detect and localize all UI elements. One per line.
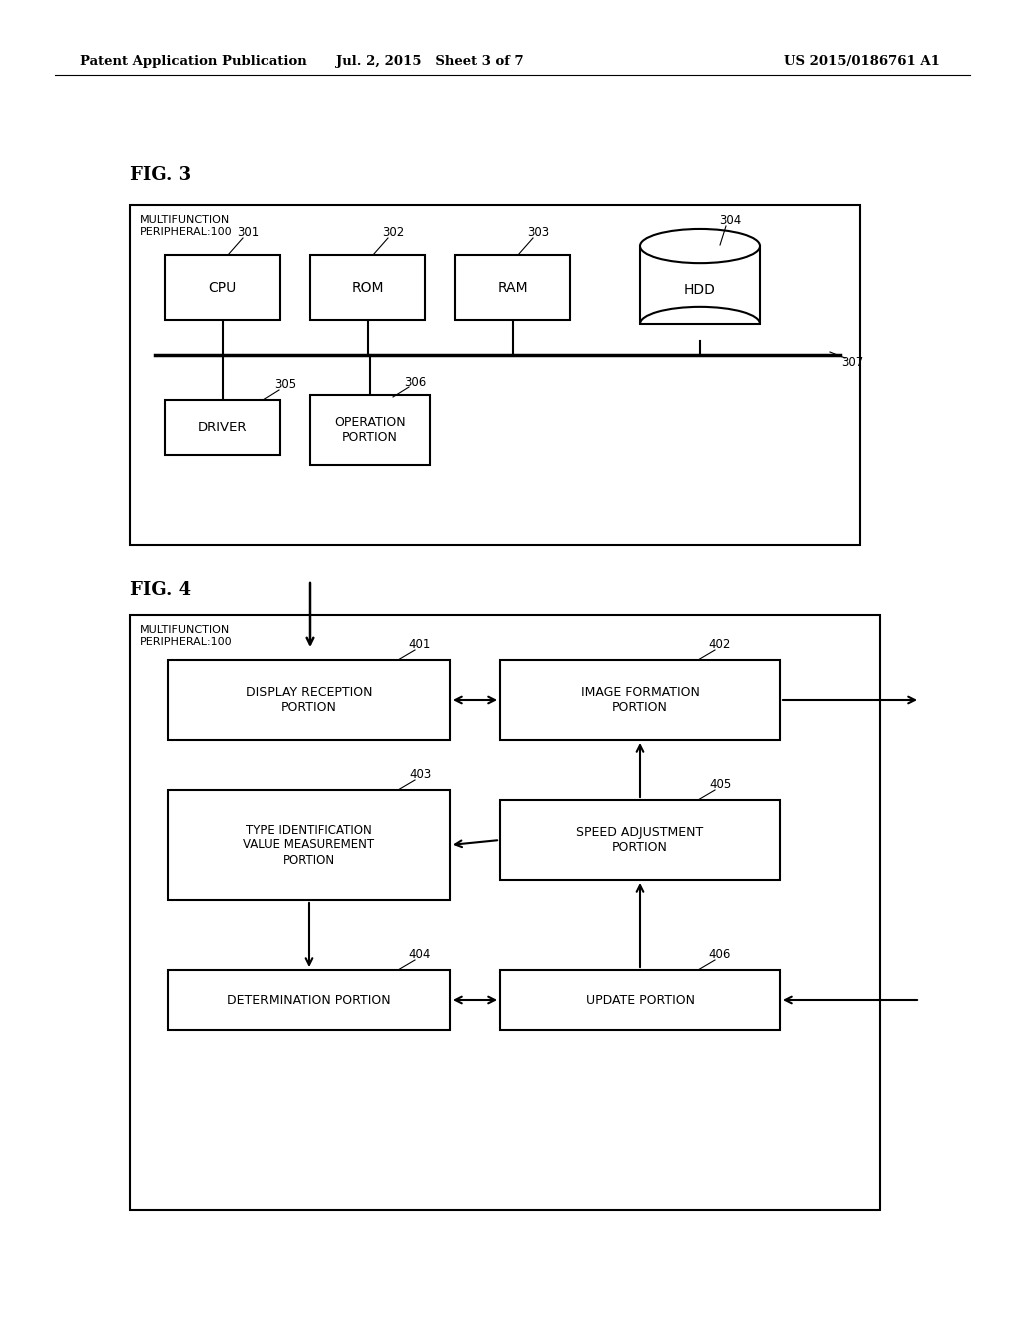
Text: Jul. 2, 2015   Sheet 3 of 7: Jul. 2, 2015 Sheet 3 of 7 (336, 55, 524, 69)
Bar (130, 615, 880, 1210)
Text: MULTIFUNCTION
PERIPHERAL:100: MULTIFUNCTION PERIPHERAL:100 (140, 624, 232, 647)
Text: 404: 404 (409, 949, 431, 961)
Text: 406: 406 (709, 949, 731, 961)
Text: 304: 304 (719, 214, 741, 227)
Text: 306: 306 (403, 375, 426, 388)
Text: US 2015/0186761 A1: US 2015/0186761 A1 (784, 55, 940, 69)
Text: FIG. 4: FIG. 4 (130, 581, 191, 599)
Bar (168, 660, 450, 741)
Text: 401: 401 (409, 639, 431, 652)
Bar (500, 800, 780, 880)
Text: IMAGE FORMATION
PORTION: IMAGE FORMATION PORTION (581, 686, 699, 714)
Text: 305: 305 (274, 379, 296, 392)
Text: DRIVER: DRIVER (198, 421, 247, 434)
Text: DISPLAY RECEPTION
PORTION: DISPLAY RECEPTION PORTION (246, 686, 373, 714)
Text: 307: 307 (841, 355, 863, 368)
Text: SPEED ADJUSTMENT
PORTION: SPEED ADJUSTMENT PORTION (577, 826, 703, 854)
Bar (165, 400, 280, 455)
Text: FIG. 3: FIG. 3 (130, 166, 191, 183)
Text: HDD: HDD (684, 282, 716, 297)
Bar (168, 970, 450, 1030)
Ellipse shape (640, 228, 760, 263)
Text: RAM: RAM (498, 281, 527, 294)
Bar (500, 660, 780, 741)
Text: 405: 405 (709, 779, 731, 792)
Text: OPERATION
PORTION: OPERATION PORTION (334, 416, 406, 444)
Bar (165, 255, 280, 319)
Bar (640, 246, 760, 323)
Text: DETERMINATION PORTION: DETERMINATION PORTION (227, 994, 391, 1006)
Bar (310, 395, 430, 465)
Bar (500, 970, 780, 1030)
Text: TYPE IDENTIFICATION
VALUE MEASUREMENT
PORTION: TYPE IDENTIFICATION VALUE MEASUREMENT PO… (244, 824, 375, 866)
Text: ROM: ROM (351, 281, 384, 294)
Text: UPDATE PORTION: UPDATE PORTION (586, 994, 694, 1006)
Text: 301: 301 (237, 227, 259, 239)
Text: Patent Application Publication: Patent Application Publication (80, 55, 307, 69)
Bar (310, 255, 425, 319)
Bar (455, 255, 570, 319)
Text: 402: 402 (709, 639, 731, 652)
Text: 403: 403 (409, 768, 431, 781)
Text: MULTIFUNCTION
PERIPHERAL:100: MULTIFUNCTION PERIPHERAL:100 (140, 215, 232, 236)
Bar (168, 789, 450, 900)
Bar (130, 205, 860, 545)
Text: 302: 302 (382, 227, 404, 239)
Text: 303: 303 (527, 227, 549, 239)
Text: CPU: CPU (208, 281, 237, 294)
